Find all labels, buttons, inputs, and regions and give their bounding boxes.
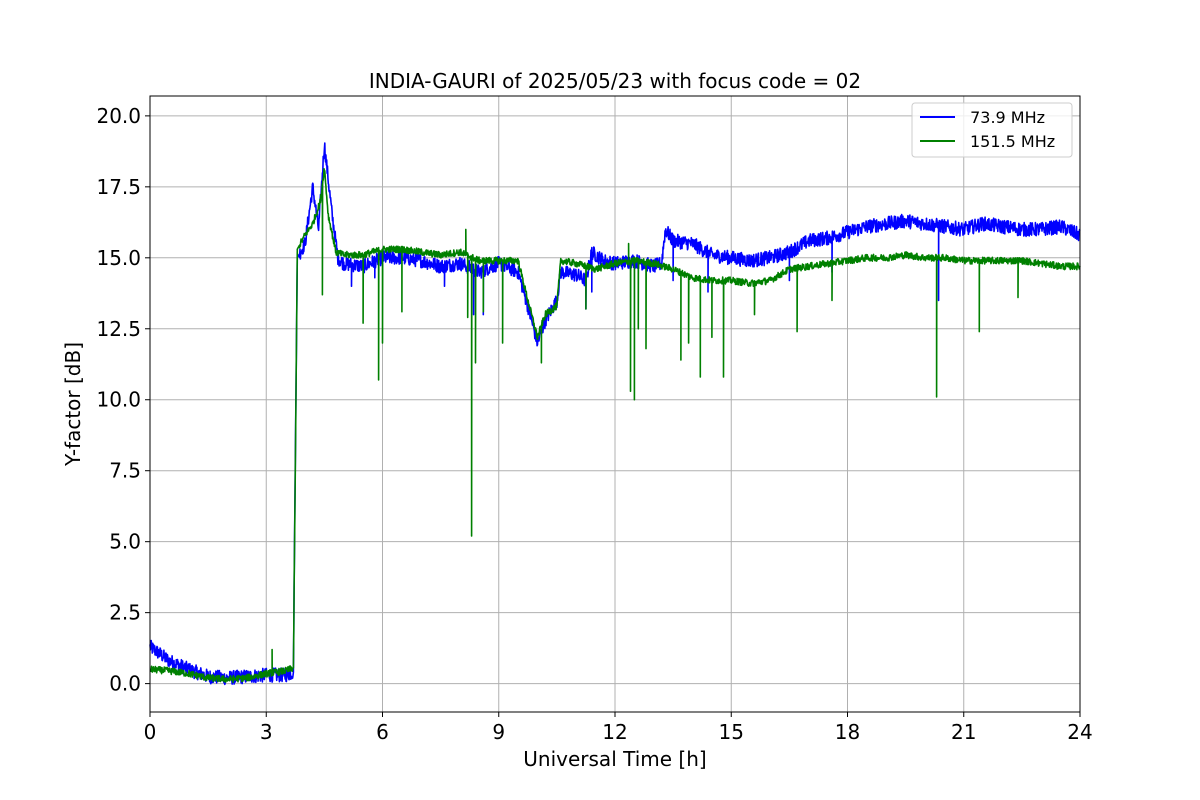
y-tick-label: 7.5 xyxy=(109,459,141,483)
legend: 73.9 MHz 151.5 MHz xyxy=(911,102,1073,158)
axis-ticks: 0 3 6 9 12 15 18 21 24 0.0 2.5 5.0 7.5 10.0 12.5 15.0 17… xyxy=(96,104,1092,744)
series-lines xyxy=(149,142,1081,686)
chart-title: INDIA-GAURI of 2025/05/23 with focus cod… xyxy=(369,69,861,93)
x-tick-label: 0 xyxy=(144,720,157,744)
legend-label-151-5-mhz: 151.5 MHz xyxy=(970,132,1055,151)
x-tick-label: 18 xyxy=(835,720,860,744)
y-tick-label: 10.0 xyxy=(96,388,141,412)
x-tick-label: 3 xyxy=(260,720,273,744)
x-tick-label: 24 xyxy=(1067,720,1092,744)
x-tick-label: 6 xyxy=(376,720,389,744)
x-tick-label: 12 xyxy=(602,720,627,744)
y-tick-label: 0.0 xyxy=(109,672,141,696)
x-axis-label: Universal Time [h] xyxy=(523,747,706,771)
x-tick-label: 21 xyxy=(951,720,976,744)
y-tick-label: 20.0 xyxy=(96,104,141,128)
x-tick-label: 15 xyxy=(719,720,744,744)
y-axis-label: Y-factor [dB] xyxy=(61,342,85,467)
y-tick-label: 17.5 xyxy=(96,175,141,199)
y-tick-label: 15.0 xyxy=(96,246,141,270)
x-tick-label: 9 xyxy=(492,720,505,744)
y-tick-label: 5.0 xyxy=(109,530,141,554)
legend-label-73-9-mhz: 73.9 MHz xyxy=(965,108,1045,127)
y-tick-label: 12.5 xyxy=(96,317,141,341)
series-line-151-5-mhz xyxy=(149,168,1081,684)
y-tick-label: 2.5 xyxy=(109,601,141,625)
